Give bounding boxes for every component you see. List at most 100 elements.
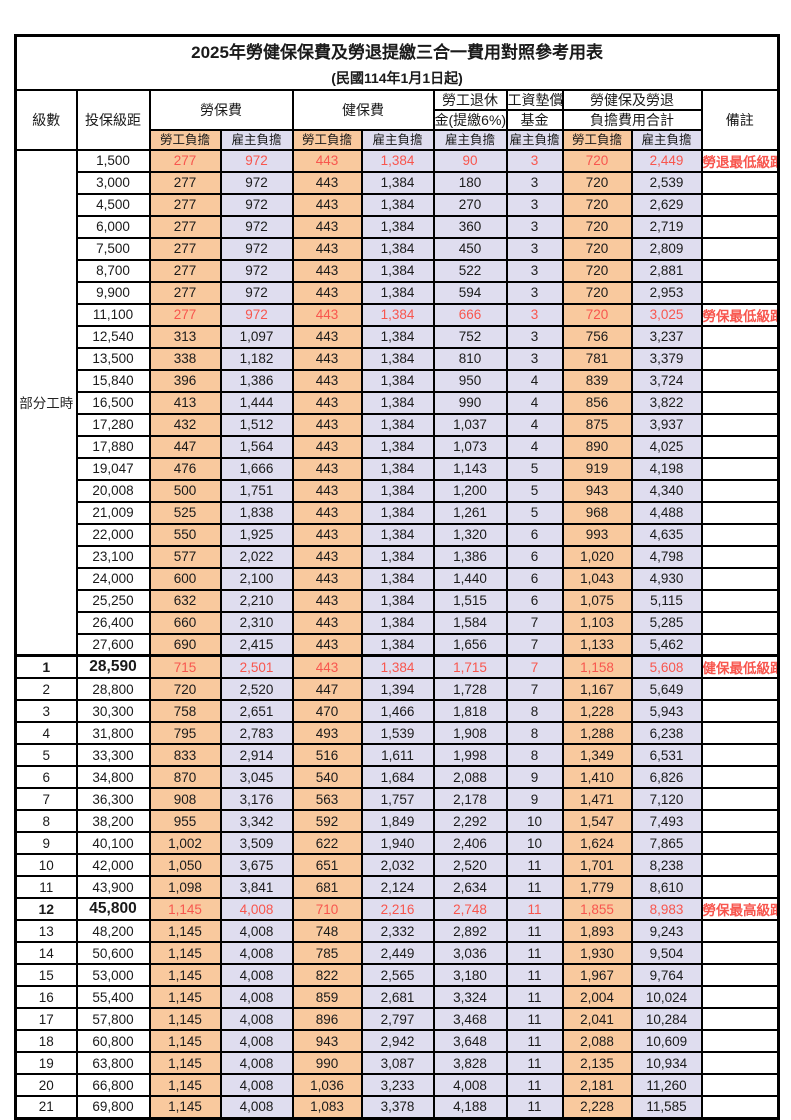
cell-bracket: 1,500 xyxy=(75,148,151,173)
cell-health-employer: 1,384 xyxy=(360,654,435,679)
cell-remark xyxy=(700,1007,780,1031)
cell-labor-employee: 1,145 xyxy=(148,963,222,987)
cell-total-employee: 1,967 xyxy=(561,963,633,987)
cell-pension-employer: 1,908 xyxy=(432,721,508,745)
cell-pension-employer: 270 xyxy=(432,192,508,217)
cell-health-employer: 1,384 xyxy=(360,588,435,613)
cell-level: 12 xyxy=(14,897,78,921)
cell-wage-fund-employer: 11 xyxy=(505,875,564,899)
cell-total-employee: 1,893 xyxy=(561,919,633,943)
table-row: 17,280 432 1,512 443 1,384 1,037 4 875 3,937 xyxy=(16,412,780,437)
cell-health-employee: 443 xyxy=(291,192,363,217)
cell-total-employer: 3,379 xyxy=(630,346,703,371)
cell-health-employer: 1,394 xyxy=(360,677,435,701)
cell-labor-employer: 2,100 xyxy=(219,566,294,591)
cell-pension-employer: 594 xyxy=(432,280,508,305)
cell-total-employee: 1,228 xyxy=(561,699,633,723)
cell-wage-fund-employer: 11 xyxy=(505,963,564,987)
cell-bracket: 55,400 xyxy=(75,985,151,1009)
table-row: 15 53,000 1,145 4,008 822 2,565 3,180 11 1,967 9,… xyxy=(14,963,780,987)
cell-pension-employer: 1,656 xyxy=(432,632,508,657)
cell-health-employer: 1,384 xyxy=(360,500,435,525)
cell-total-employer: 4,798 xyxy=(630,544,703,569)
col-header-level: 級數 xyxy=(14,88,78,151)
cell-health-employee: 443 xyxy=(291,390,363,415)
cell-remark xyxy=(700,544,780,569)
cell-health-employee: 622 xyxy=(291,831,363,855)
cell-remark: 勞保最高級距 xyxy=(700,897,780,921)
cell-remark xyxy=(700,677,780,701)
cell-remark xyxy=(700,368,780,393)
cell-remark xyxy=(700,610,780,635)
cell-remark: 健保最低級距 xyxy=(700,654,780,679)
subheader-pension-employer: 雇主負擔 xyxy=(432,128,508,151)
cell-health-employee: 540 xyxy=(291,765,363,789)
cell-pension-employer: 450 xyxy=(432,236,508,261)
cell-wage-fund-employer: 10 xyxy=(505,809,564,833)
cell-bracket: 16,500 xyxy=(75,390,151,415)
cell-health-employee: 1,083 xyxy=(291,1095,363,1119)
cell-remark xyxy=(700,412,780,437)
cell-health-employer: 3,087 xyxy=(360,1051,435,1075)
table-row: 13 48,200 1,145 4,008 748 2,332 2,892 11 1,893 9,… xyxy=(14,919,780,943)
cell-total-employer: 2,809 xyxy=(630,236,703,261)
cell-labor-employer: 972 xyxy=(219,214,294,239)
cell-health-employee: 443 xyxy=(291,148,363,173)
cell-pension-employer: 522 xyxy=(432,258,508,283)
cell-wage-fund-employer: 4 xyxy=(505,412,564,437)
cell-bracket: 30,300 xyxy=(75,699,151,723)
cell-remark xyxy=(700,324,780,349)
cell-total-employer: 4,930 xyxy=(630,566,703,591)
cell-wage-fund-employer: 8 xyxy=(505,743,564,767)
cell-health-employer: 1,940 xyxy=(360,831,435,855)
cell-health-employer: 1,384 xyxy=(360,324,435,349)
cell-remark xyxy=(700,941,780,965)
cell-labor-employee: 432 xyxy=(148,412,222,437)
cell-labor-employee: 955 xyxy=(148,809,222,833)
cell-labor-employee: 632 xyxy=(148,588,222,613)
cell-labor-employer: 1,666 xyxy=(219,456,294,481)
cell-labor-employer: 1,925 xyxy=(219,522,294,547)
cell-labor-employee: 660 xyxy=(148,610,222,635)
cell-bracket: 22,000 xyxy=(75,522,151,547)
cell-labor-employee: 1,145 xyxy=(148,985,222,1009)
cell-total-employee: 2,041 xyxy=(561,1007,633,1031)
cell-total-employer: 4,635 xyxy=(630,522,703,547)
cell-bracket: 21,009 xyxy=(75,500,151,525)
cell-labor-employee: 690 xyxy=(148,632,222,657)
cell-level: 18 xyxy=(14,1029,78,1053)
cell-remark xyxy=(700,456,780,481)
cell-wage-fund-employer: 11 xyxy=(505,919,564,943)
cell-health-employee: 990 xyxy=(291,1051,363,1075)
cell-total-employee: 1,075 xyxy=(561,588,633,613)
cell-remark xyxy=(700,280,780,305)
cell-labor-employee: 720 xyxy=(148,677,222,701)
cell-remark xyxy=(700,632,780,657)
cell-health-employee: 822 xyxy=(291,963,363,987)
cell-wage-fund-employer: 4 xyxy=(505,368,564,393)
cell-total-employee: 1,043 xyxy=(561,566,633,591)
cell-health-employer: 2,124 xyxy=(360,875,435,899)
col-header-bracket: 投保級距 xyxy=(75,88,151,151)
cell-total-employer: 2,539 xyxy=(630,170,703,195)
cell-pension-employer: 1,515 xyxy=(432,588,508,613)
subheader-health-employer: 雇主負擔 xyxy=(360,128,435,151)
cell-pension-employer: 752 xyxy=(432,324,508,349)
cell-wage-fund-employer: 3 xyxy=(505,192,564,217)
cell-bracket: 31,800 xyxy=(75,721,151,745)
cell-health-employer: 2,032 xyxy=(360,853,435,877)
cell-labor-employer: 4,008 xyxy=(219,1073,294,1097)
cell-remark xyxy=(700,1073,780,1097)
cell-total-employee: 890 xyxy=(561,434,633,459)
cell-bracket: 15,840 xyxy=(75,368,151,393)
cell-level: 8 xyxy=(14,809,78,833)
cell-total-employer: 9,243 xyxy=(630,919,703,943)
table-row: 24,000 600 2,100 443 1,384 1,440 6 1,043 4,930 xyxy=(16,566,780,591)
cell-level: 16 xyxy=(14,985,78,1009)
cell-health-employer: 1,384 xyxy=(360,170,435,195)
cell-total-employer: 6,826 xyxy=(630,765,703,789)
cell-remark: 勞退最低級距 xyxy=(700,148,780,173)
cell-bracket: 24,000 xyxy=(75,566,151,591)
cell-labor-employer: 1,386 xyxy=(219,368,294,393)
cell-labor-employer: 3,045 xyxy=(219,765,294,789)
